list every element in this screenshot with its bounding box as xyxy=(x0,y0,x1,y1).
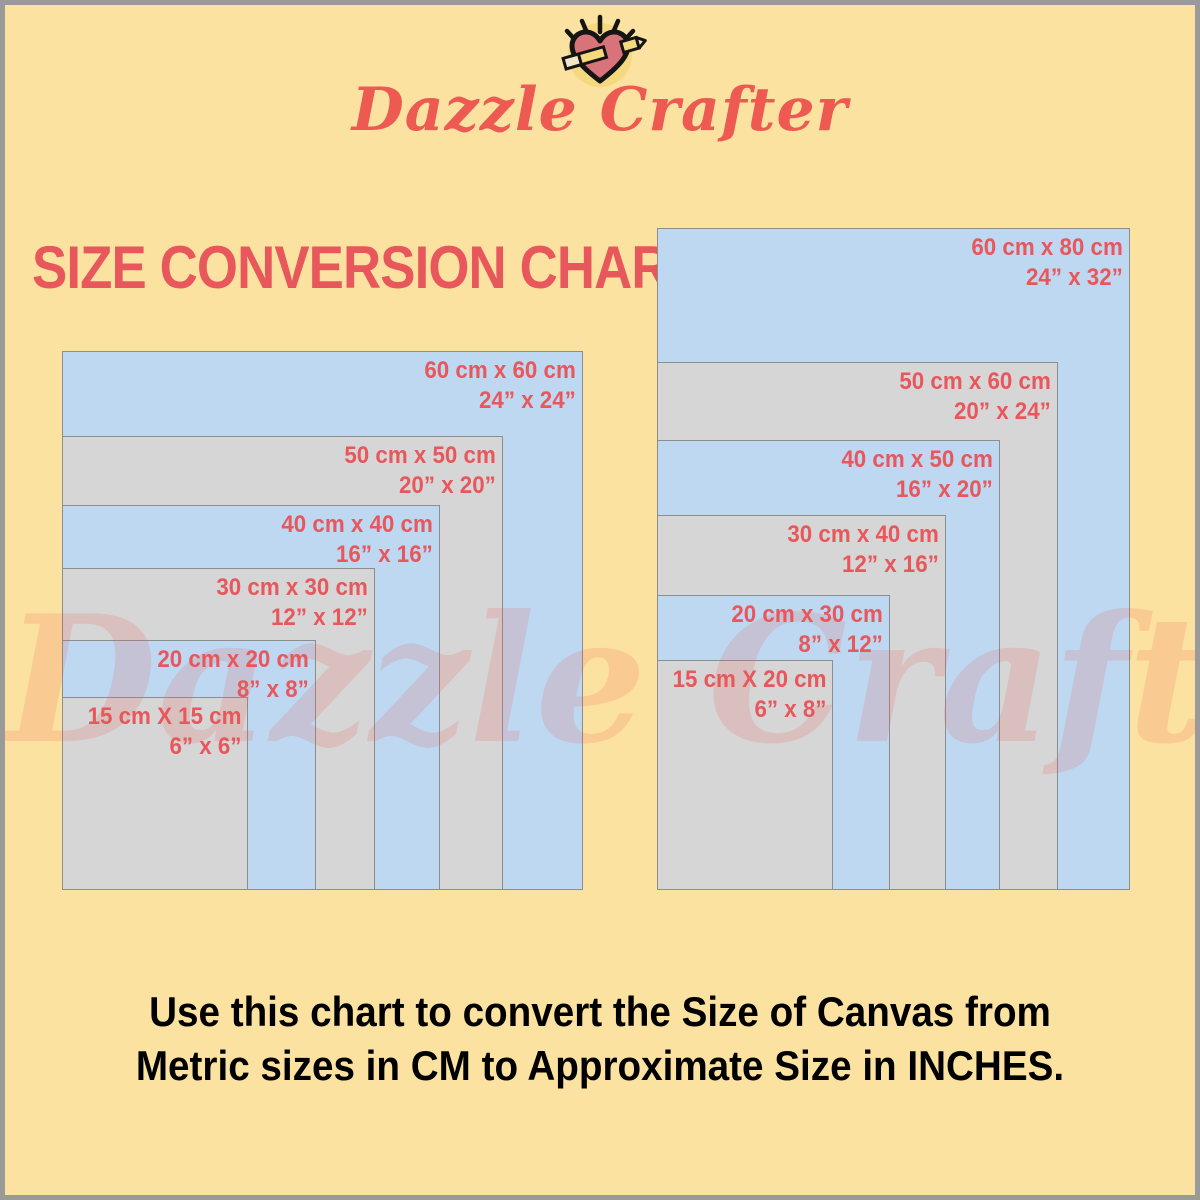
imperial-size-text: 16” x 20” xyxy=(896,476,993,503)
metric-size-text: 30 cm x 40 cm xyxy=(787,521,939,548)
metric-size-text: 30 cm x 30 cm xyxy=(216,574,368,601)
size-label: 40 cm x 40 cm 16” x 16” xyxy=(282,510,433,570)
rect-square-15x15: 15 cm X 15 cm 6” x 6” xyxy=(62,697,248,890)
page-title: SIZE CONVERSION CHART xyxy=(32,234,701,301)
size-label: 30 cm x 40 cm 12” x 16” xyxy=(788,520,939,580)
imperial-size-text: 6” x 8” xyxy=(754,696,826,723)
size-group-square: 60 cm x 60 cm 24” x 24” 50 cm x 50 cm 20” x… xyxy=(62,351,583,890)
metric-size-text: 20 cm x 30 cm xyxy=(731,601,883,628)
metric-size-text: 50 cm x 60 cm xyxy=(899,368,1051,395)
brand-logo: Dazzle Crafter xyxy=(5,13,1195,145)
metric-size-text: 15 cm X 20 cm xyxy=(672,666,826,693)
heart-with-pencil-icon xyxy=(561,14,647,87)
size-label: 60 cm x 80 cm 24” x 32” xyxy=(972,233,1123,293)
imperial-size-text: 8” x 12” xyxy=(798,631,883,658)
imperial-size-text: 24” x 32” xyxy=(1026,264,1123,291)
imperial-size-text: 16” x 16” xyxy=(336,541,433,568)
size-label: 60 cm x 60 cm 24” x 24” xyxy=(425,356,576,416)
imperial-size-text: 12” x 16” xyxy=(842,551,939,578)
size-label: 15 cm X 20 cm 6” x 8” xyxy=(672,665,826,725)
imperial-size-text: 24” x 24” xyxy=(479,387,576,414)
metric-size-text: 60 cm x 80 cm xyxy=(971,234,1123,261)
imperial-size-text: 6” x 6” xyxy=(169,733,241,760)
imperial-size-text: 12” x 12” xyxy=(271,604,368,631)
imperial-size-text: 8” x 8” xyxy=(237,676,309,703)
footer-line-1: Use this chart to convert the Size of Ca… xyxy=(149,988,1051,1035)
size-label: 40 cm x 50 cm 16” x 20” xyxy=(842,445,993,505)
metric-size-text: 60 cm x 60 cm xyxy=(424,357,576,384)
metric-size-text: 15 cm X 15 cm xyxy=(87,703,241,730)
size-label: 50 cm x 60 cm 20” x 24” xyxy=(900,367,1051,427)
metric-size-text: 20 cm x 20 cm xyxy=(157,646,309,673)
metric-size-text: 40 cm x 40 cm xyxy=(281,511,433,538)
size-label: 50 cm x 50 cm 20” x 20” xyxy=(345,441,496,501)
footer-line-2: Metric sizes in CM to Approximate Size i… xyxy=(135,1042,1065,1089)
size-label: 20 cm x 30 cm 8” x 12” xyxy=(732,600,883,660)
size-group-portrait: 60 cm x 80 cm 24” x 32” 50 cm x 60 cm 20” x… xyxy=(657,228,1130,890)
footer-instruction: Use this chart to convert the Size of Ca… xyxy=(53,985,1148,1093)
brand-wordmark: Dazzle Crafter xyxy=(351,75,849,145)
rect-portrait-15x20: 15 cm X 20 cm 6” x 8” xyxy=(657,660,833,890)
imperial-size-text: 20” x 24” xyxy=(954,398,1051,425)
size-label: 30 cm x 30 cm 12” x 12” xyxy=(217,573,368,633)
size-label: 20 cm x 20 cm 8” x 8” xyxy=(158,645,309,705)
poster-canvas: Dazzle Crafter SIZE CONVERSION CHART Daz… xyxy=(5,5,1195,1195)
imperial-size-text: 20” x 20” xyxy=(399,472,496,499)
metric-size-text: 40 cm x 50 cm xyxy=(841,446,993,473)
size-label: 15 cm X 15 cm 6” x 6” xyxy=(87,702,241,762)
metric-size-text: 50 cm x 50 cm xyxy=(344,442,496,469)
